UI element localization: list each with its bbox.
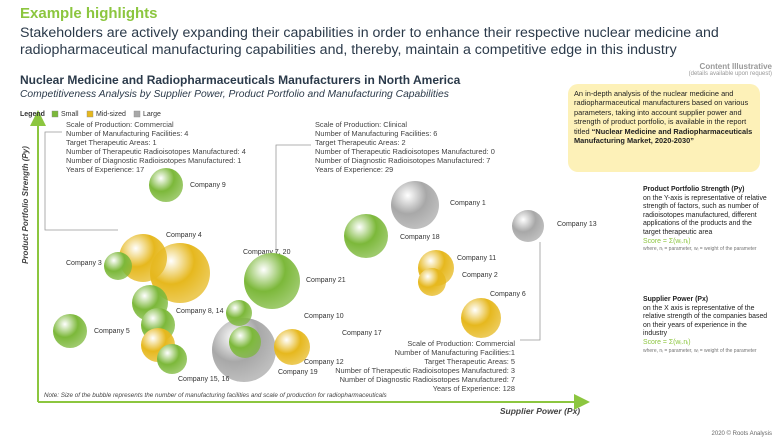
bubble-label: Company 19 xyxy=(278,369,318,376)
bubble xyxy=(344,214,388,258)
bubble-label: Company 13 xyxy=(557,221,597,228)
bubble-label: Company 21 xyxy=(306,277,346,284)
legend-swatch xyxy=(86,110,94,118)
chart-title: Nuclear Medicine and Radiopharmaceutical… xyxy=(20,73,461,87)
bubble-label: Company 5 xyxy=(94,328,130,335)
bubble xyxy=(149,168,183,202)
bubble xyxy=(274,329,310,365)
callout-line-text: Scale of Production: Clinical xyxy=(315,120,408,129)
bubble-label: Company 10 xyxy=(304,313,344,320)
callout-line-text: Number of Diagnostic Radioisotopes Manuf… xyxy=(339,375,515,384)
legend-label: Legend xyxy=(20,111,45,118)
section-heading: Product Portfolio Strength (Py) xyxy=(643,186,745,193)
callout-line-text: Number of Manufacturing Facilities:1 xyxy=(394,348,515,357)
formula-note: where, nᵢ = parameter, wᵢ = weight of th… xyxy=(643,246,757,253)
callout-line-text: Number of Therapeutic Radioisotopes Manu… xyxy=(66,147,246,156)
x-axis-label: Supplier Power (Px) xyxy=(500,406,580,416)
section-text: on the X axis is representative of the r… xyxy=(643,304,768,338)
bubble-label: Company 8, 14 xyxy=(176,308,224,315)
header-title: Example highlights xyxy=(20,5,158,22)
bubble-label: Company 11 xyxy=(457,255,496,262)
bubble-label: Company 12 xyxy=(304,359,344,366)
callout-line-text: Number of Therapeutic Radioisotopes Manu… xyxy=(335,366,515,375)
section-text: on the Y-axis is representative of relat… xyxy=(643,194,767,236)
callout-line-text: Target Therapeutic Areas: 1 xyxy=(66,138,157,147)
illustrative-title: Content Illustrative xyxy=(699,62,772,71)
bubble xyxy=(244,253,300,309)
highlight-text: An in-depth analysis of the nuclear medi… xyxy=(574,89,749,136)
callout: Scale of Production: Clinical Number of M… xyxy=(315,120,495,174)
callout-line-text: Scale of Production: Commercial xyxy=(66,120,174,129)
bubble-label: Company 6 xyxy=(490,291,526,298)
bubble-label: Company 1 xyxy=(450,200,486,207)
callout-line xyxy=(44,131,118,231)
header-subtitle: Stakeholders are actively expanding thei… xyxy=(20,25,719,58)
callout-line-text: Number of Therapeutic Radioisotopes Manu… xyxy=(315,147,495,156)
bubble-label: Company 18 xyxy=(400,234,440,241)
callout-line-text: Target Therapeutic Areas: 5 xyxy=(424,357,515,366)
callout-line-text: Number of Diagnostic Radioisotopes Manuf… xyxy=(66,156,242,165)
legend-text: Mid-sized xyxy=(96,111,126,118)
formula: Score = Σ(wᵢ.nᵢ) xyxy=(643,237,691,245)
sidebar-section: Supplier Power (Px) on the X axis is repr… xyxy=(643,296,771,354)
callout-line-text: Years of Experience: 128 xyxy=(432,384,515,393)
bubble xyxy=(461,298,501,338)
chart-note: Note: Size of the bubble represents the … xyxy=(44,392,388,399)
bubble xyxy=(418,268,446,296)
callout-line-text: Target Therapeutic Areas: 2 xyxy=(315,138,406,147)
y-axis-label: Product Portfolio Strength (Py) xyxy=(21,146,30,264)
bubble xyxy=(512,210,544,242)
callout-line-text: Number of Manufacturing Facilities: 6 xyxy=(315,129,438,138)
highlight-bold: “Nuclear Medicine and Radiopharmaceutica… xyxy=(574,126,753,146)
bubble-label: Company 7, 20 xyxy=(243,249,291,256)
bubble-label: Company 17 xyxy=(342,330,382,337)
formula-note: where, nᵢ = parameter, wᵢ = weight of th… xyxy=(643,347,757,354)
callout-line-text: Number of Manufacturing Facilities: 4 xyxy=(66,129,189,138)
bubble xyxy=(391,181,439,229)
callout: Scale of Production: Commercial Number of… xyxy=(300,339,515,393)
illustrative-note: (details available upon request) xyxy=(688,71,772,77)
bubble-label: Company 15, 16 xyxy=(178,376,229,383)
legend-text: Small xyxy=(61,111,79,118)
callout-line-text: Years of Experience: 29 xyxy=(315,165,394,174)
bubble xyxy=(53,314,87,348)
callout-line-text: Number of Diagnostic Radioisotopes Manuf… xyxy=(315,156,491,165)
callout: Scale of Production: Commercial Number of… xyxy=(66,120,246,174)
footer: 2020 © Roots Analysis xyxy=(711,431,772,437)
bubble xyxy=(157,344,187,374)
bubble xyxy=(226,300,252,326)
legend-swatch xyxy=(133,110,141,118)
callout-line xyxy=(520,242,541,341)
callout-line xyxy=(275,144,311,253)
bubble xyxy=(229,326,261,358)
bubble-label: Company 3 xyxy=(66,260,102,267)
bubble-label: Company 9 xyxy=(190,182,226,189)
bubble-label: Company 4 xyxy=(166,232,202,239)
bubble xyxy=(104,252,132,280)
section-heading: Supplier Power (Px) xyxy=(643,296,709,303)
callout-line-text: Years of Experience: 17 xyxy=(66,165,145,174)
highlight-box: An in-depth analysis of the nuclear medi… xyxy=(568,84,760,172)
formula: Score = Σ(wᵢ.nᵢ) xyxy=(643,338,691,346)
bubble-label: Company 2 xyxy=(462,272,498,279)
legend-text: Large xyxy=(143,111,161,118)
callout-line-text: Scale of Production: Commercial xyxy=(407,339,515,348)
chart-subtitle: Competitiveness Analysis by Supplier Pow… xyxy=(20,89,449,100)
legend-swatch xyxy=(51,110,59,118)
sidebar-section: Product Portfolio Strength (Py) on the Y-… xyxy=(643,186,771,252)
